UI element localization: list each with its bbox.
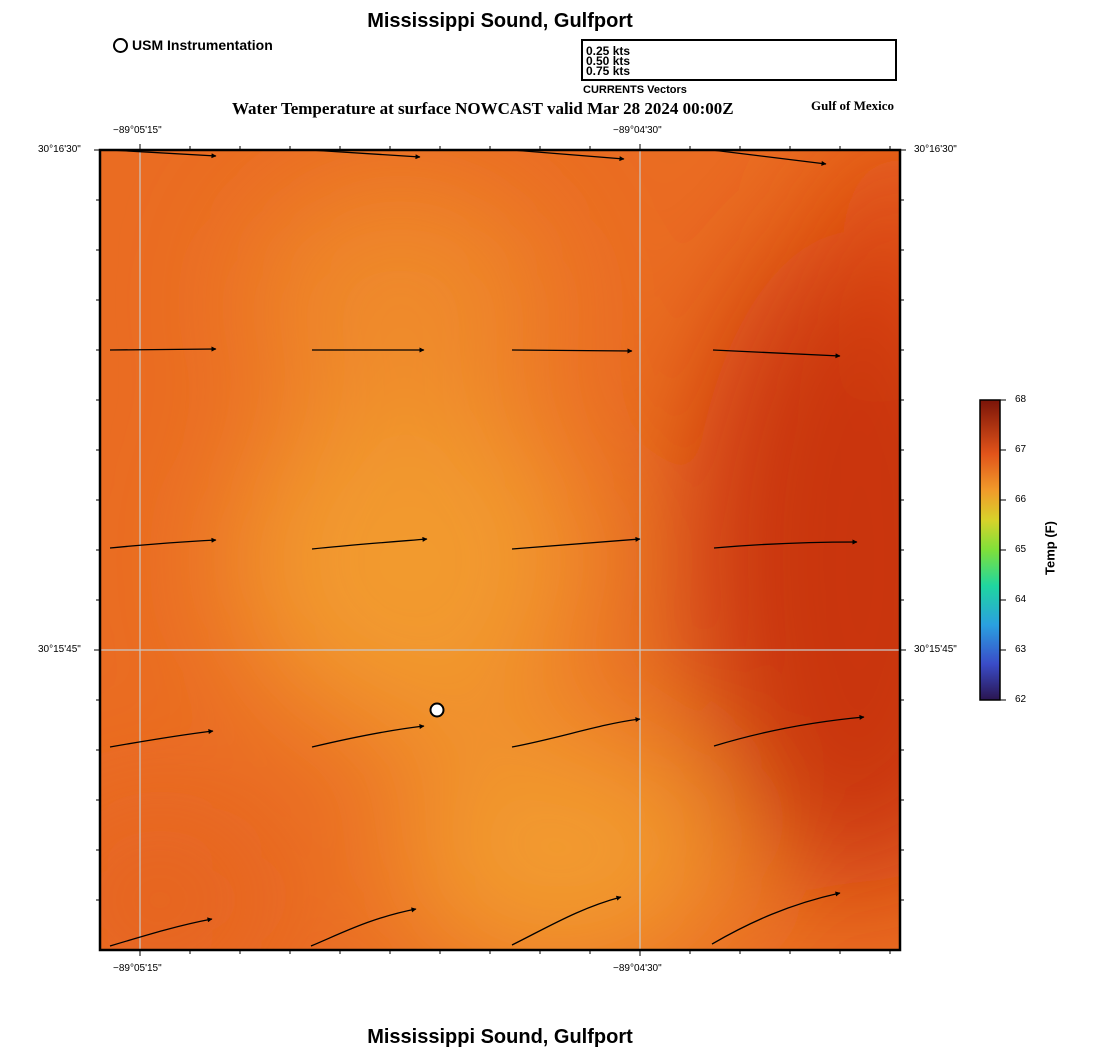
vector-scale-label: 0.25 kts [586,44,631,58]
lat-tick-label: 30°16'30" [914,144,957,155]
current-vector [712,349,841,359]
current-vector [311,536,428,550]
lat-tick-label: 30°16'30" [38,144,81,155]
colorbar-tick-label: 66 [1015,494,1027,505]
map-subtitle: Water Temperature at surface NOWCAST val… [232,99,734,118]
colorbar-tick-label: 63 [1015,644,1027,655]
colorbar-tick-label: 65 [1015,544,1027,555]
station-legend-label: USM Instrumentation [132,37,273,53]
station-circle-icon [113,37,128,53]
footer-title: Mississippi Sound, Gulfport [367,1026,633,1048]
current-vector [711,149,827,166]
lat-tick-label: 30°15'45" [914,644,957,655]
colorbar-tick-label: 62 [1015,694,1027,705]
current-vector [711,891,841,945]
lon-tick-label: −89°04'30" [613,963,662,974]
colorbar-tick-label: 67 [1015,444,1027,455]
usm-station-marker[interactable] [429,702,445,718]
current-vector [311,724,425,748]
map-title: Mississippi Sound, Gulfport [367,10,633,32]
colorbar-tick-label: 68 [1015,394,1027,405]
current-vector [713,714,865,747]
region-label: Gulf of Mexico [811,98,895,113]
current-vector [109,537,217,549]
current-vector [511,348,633,354]
frame-ticks [94,144,906,956]
station-legend: USM Instrumentation [113,37,273,53]
colorbar-title: Temp (F) [1042,521,1058,575]
lon-tick-label: −89°05'15" [113,125,162,136]
lon-tick-label: −89°05'15" [113,963,162,974]
vector-scale-box: 0.25 kts 0.50 kts 0.75 kts [581,39,897,81]
lon-tick-label: −89°04'30" [613,125,662,136]
current-vector [310,907,417,947]
vector-caption: CURRENTS Vectors [583,84,687,96]
lat-tick-label: 30°15'45" [38,644,81,655]
current-vector [511,717,641,748]
temperature-field [100,150,900,950]
colorbar [979,399,1001,701]
current-vector [511,895,622,946]
current-vector [713,539,858,549]
current-vector [511,536,641,550]
colorbar-tick-label: 64 [1015,594,1027,605]
current-vector [109,346,217,352]
current-vector [109,729,214,748]
graticule [100,150,900,950]
vector-scale-label: 0.75 kts [586,64,631,78]
current-vector [109,917,213,947]
colorbar-ticks [1000,399,1006,701]
current-vector [511,149,625,162]
vector-scale-label: 0.50 kts [586,54,631,68]
